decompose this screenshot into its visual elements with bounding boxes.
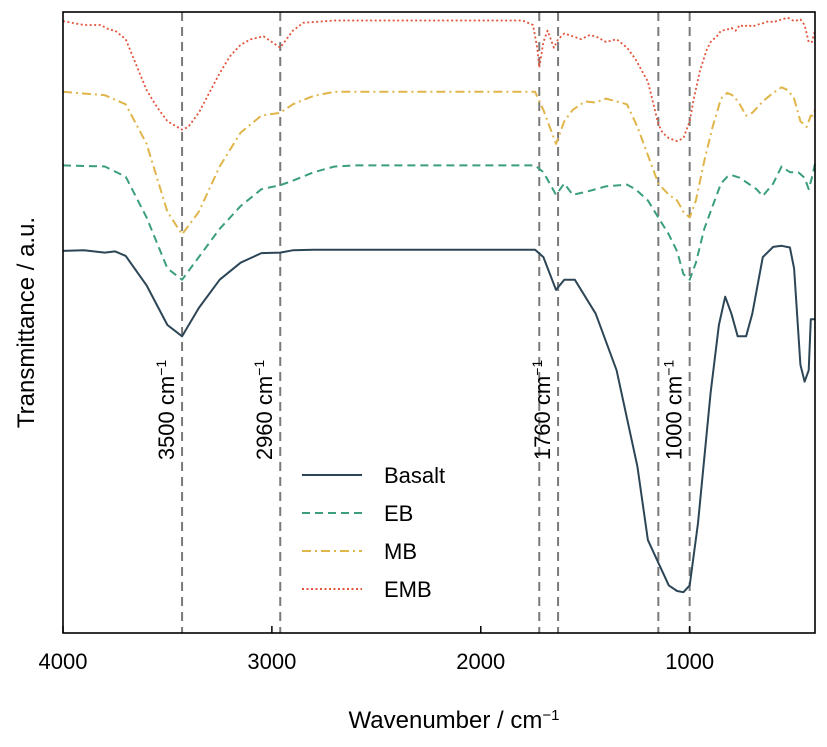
peak-label: 3500 cm−1 xyxy=(153,360,179,461)
x-tick-label: 3000 xyxy=(247,649,296,674)
x-tick-label: 2000 xyxy=(456,649,505,674)
peak-label-sup: −1 xyxy=(153,360,169,376)
legend-label-eb: EB xyxy=(384,501,413,526)
legend-label-mb: MB xyxy=(384,539,417,564)
reference-lines xyxy=(181,12,691,633)
peak-label-sup: −1 xyxy=(529,360,545,376)
series-line-basalt xyxy=(62,244,815,594)
peak-label-base: 1000 cm xyxy=(662,376,687,460)
series-line-mb xyxy=(62,86,816,236)
series-lines xyxy=(62,16,816,594)
legend-label-basalt: Basalt xyxy=(384,463,445,488)
peak-label: 1760 cm−1 xyxy=(529,360,555,461)
legend: Basalt EB MB EMB xyxy=(302,463,445,602)
series-line-emb xyxy=(62,16,816,142)
x-tick-label: 4000 xyxy=(39,649,88,674)
x-axis-title: Wavenumber / cm−1 xyxy=(349,707,560,735)
series-line-eb xyxy=(62,163,816,281)
peak-label-sup: −1 xyxy=(251,360,267,376)
peak-label-base: 2960 cm xyxy=(252,376,277,460)
legend-label-emb: EMB xyxy=(384,577,432,602)
peak-label-base: 1760 cm xyxy=(530,376,555,460)
x-tick-label: 1000 xyxy=(665,649,714,674)
y-axis-title: Transmittance / a.u. xyxy=(13,217,40,428)
x-axis-title-sup: −1 xyxy=(542,707,559,724)
peak-label: 2960 cm−1 xyxy=(251,360,277,461)
peak-label: 1000 cm−1 xyxy=(661,360,687,461)
x-axis-title-base: Wavenumber / cm xyxy=(349,707,543,734)
plot-frame xyxy=(62,11,816,634)
peak-label-sup: −1 xyxy=(661,360,677,376)
peak-label-base: 3500 cm xyxy=(154,376,179,460)
x-axis-ticks: 4000 3000 2000 1000 xyxy=(39,626,714,674)
